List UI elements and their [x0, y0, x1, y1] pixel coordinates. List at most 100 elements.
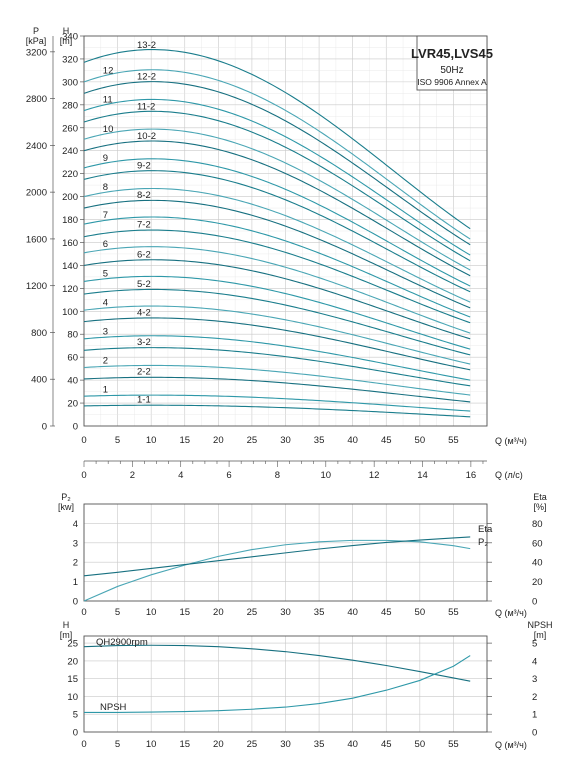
- head-curve-5-2: [83, 288, 471, 356]
- q-tick-label: 25: [247, 739, 258, 750]
- p2-tick-label: 1: [73, 577, 78, 588]
- h-tick-label: 140: [62, 261, 78, 272]
- npsh-tick-label: 0: [532, 728, 537, 739]
- npsh-chart-grid: [83, 636, 488, 733]
- q-tick-label: 45: [381, 739, 392, 750]
- npsh-tick-label: 5: [532, 639, 537, 650]
- q2-tick-label: 14: [417, 470, 428, 481]
- h-tick-label: 260: [62, 123, 78, 134]
- q2-tick-label: 2: [130, 470, 135, 481]
- h-tick-label: 320: [62, 54, 78, 65]
- curve-label-7: 7: [103, 210, 108, 221]
- h3-tick-label: 0: [73, 728, 78, 739]
- npsh-tick-label: 2: [532, 692, 537, 703]
- q-tick-label: 30: [280, 739, 291, 750]
- head-curve-12: [83, 69, 471, 240]
- head-curve-9: [83, 158, 471, 287]
- standard-label: ISO 9906 Annex A: [417, 77, 487, 87]
- npsh-tick-label: 1: [532, 710, 537, 721]
- h3-axis-unit: [m]: [60, 630, 73, 640]
- p2-tick-label: 0: [73, 597, 78, 608]
- head-curve-5: [83, 275, 471, 350]
- eta-axis-label: Eta: [533, 492, 547, 502]
- q-tick-label: 40: [347, 607, 358, 618]
- curve-label-4: 4: [103, 297, 108, 308]
- q-tick-label: 30: [280, 435, 291, 446]
- head-curve-8-2: [83, 199, 471, 309]
- eta-tick-label: 0: [532, 597, 537, 608]
- curve-label-8-2: 8-2: [137, 190, 151, 201]
- curve-label-4-2: 4-2: [137, 307, 151, 318]
- npsh-chart-frame: [83, 635, 488, 733]
- npsh-tick-label: 4: [532, 656, 537, 667]
- eta-axis-unit: [%]: [533, 502, 546, 512]
- q-tick-label: 35: [314, 435, 325, 446]
- qh-series-label: QH2900rpm: [96, 637, 148, 648]
- curve-label-11: 11: [103, 95, 113, 106]
- q-tick-label: 55: [448, 739, 459, 750]
- p-tick-label: 2400: [26, 141, 47, 152]
- curve-label-10: 10: [103, 124, 114, 135]
- q-tick-label: 55: [448, 435, 459, 446]
- curve-label-1: 1: [103, 385, 108, 396]
- q-tick-label: 45: [381, 435, 392, 446]
- q2-tick-label: 6: [226, 470, 231, 481]
- q-tick-label: 20: [213, 739, 224, 750]
- p2-axis-label: P₂: [61, 492, 71, 502]
- q-tick-label: 15: [179, 739, 190, 750]
- curve-label-3: 3: [103, 326, 108, 337]
- head-curve-2-2: [83, 376, 471, 403]
- q2-tick-label: 12: [369, 470, 380, 481]
- head-curve-8: [83, 187, 471, 303]
- curve-label-5: 5: [103, 268, 108, 279]
- head-chart-ticks: 2040608010012014016018020022024026028030…: [26, 32, 487, 481]
- p2-axis-unit: [kw]: [58, 502, 74, 512]
- p2-series-label: P₂: [478, 537, 488, 548]
- model-title-box: LVR45,LVS45 50Hz ISO 9906 Annex A: [411, 35, 493, 91]
- h3-tick-label: 10: [67, 692, 78, 703]
- q-tick-label: 0: [81, 435, 86, 446]
- model-title: LVR45,LVS45: [411, 46, 493, 61]
- npsh-curve: [84, 655, 471, 713]
- curve-label-2-2: 2-2: [137, 366, 151, 377]
- eta-tick-label: 40: [532, 558, 543, 569]
- head-curve-7: [83, 216, 471, 318]
- h-tick-label: 200: [62, 192, 78, 203]
- npsh-axis-label: NPSH: [527, 620, 552, 630]
- head-curve-2: [83, 364, 471, 396]
- npsh-series-label: NPSH: [100, 702, 127, 713]
- p-tick-label: 400: [31, 375, 47, 386]
- head-curve-1: [83, 394, 471, 412]
- h3-tick-label: 20: [67, 656, 78, 667]
- q-tick-label: 35: [314, 739, 325, 750]
- head-curve-10-2: [83, 140, 471, 277]
- head-curve-11-2: [83, 110, 471, 262]
- h-tick-label: 220: [62, 169, 78, 180]
- h3-tick-label: 15: [67, 674, 78, 685]
- q-tick-label: 15: [179, 435, 190, 446]
- curve-label-6: 6: [103, 239, 108, 250]
- p2-curve: [83, 536, 471, 577]
- qh-npsh-curves: [83, 644, 471, 713]
- curve-label-2: 2: [103, 356, 108, 367]
- q-tick-label: 0: [81, 739, 86, 750]
- eta-curve: [83, 539, 471, 602]
- h-tick-label: 40: [67, 376, 78, 387]
- q-tick-label: 5: [115, 739, 120, 750]
- h-tick-label: 280: [62, 100, 78, 111]
- frequency-label: 50Hz: [440, 65, 463, 76]
- h-tick-label: 160: [62, 238, 78, 249]
- p-tick-label: 1600: [26, 234, 47, 245]
- h-tick-label: 80: [67, 330, 78, 341]
- head-curve-6: [83, 246, 471, 334]
- head-curve-3-2: [83, 347, 471, 387]
- curve-label-10-2: 10-2: [137, 131, 156, 142]
- q-axis-label: Q (м³/ч): [495, 436, 527, 446]
- curve-label-9-2: 9-2: [137, 161, 151, 172]
- h3-tick-label: 5: [73, 710, 78, 721]
- p-tick-label: 2000: [26, 188, 47, 199]
- p-tick-label: 0: [42, 422, 47, 433]
